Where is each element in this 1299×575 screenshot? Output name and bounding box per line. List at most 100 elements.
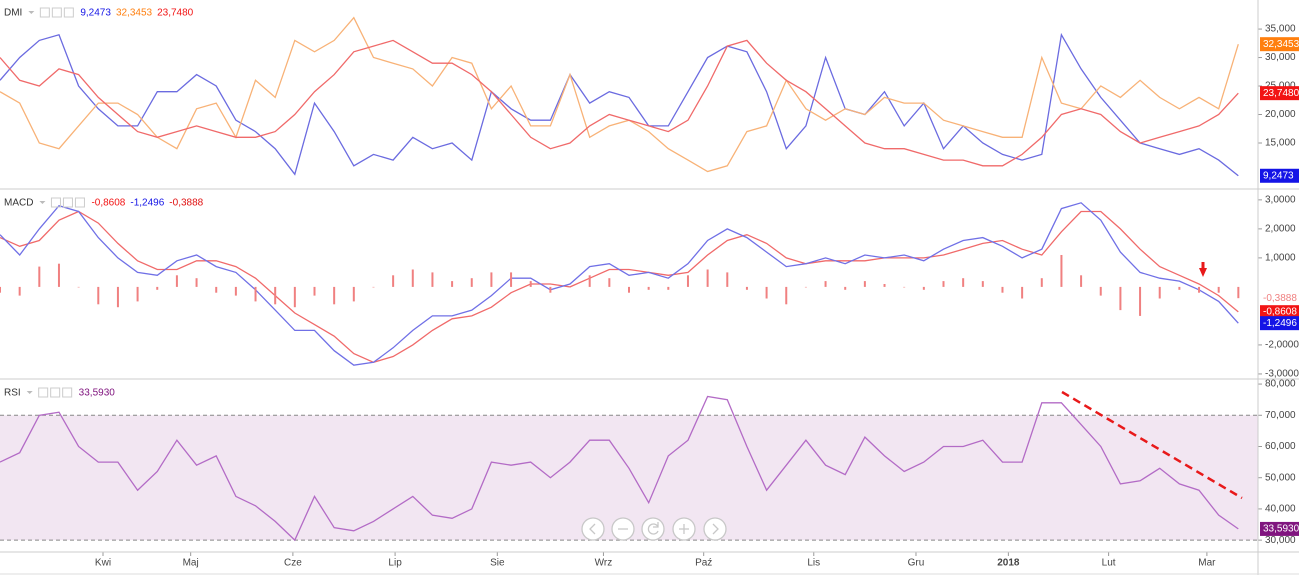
histogram-bar bbox=[1119, 286, 1122, 311]
histogram-bar bbox=[824, 281, 827, 287]
histogram-bar bbox=[57, 263, 60, 287]
histogram-bar bbox=[490, 272, 493, 287]
zoom-out[interactable] bbox=[611, 517, 635, 541]
legend-icon bbox=[62, 387, 73, 398]
legend-value: 33,5930 bbox=[79, 388, 116, 399]
legend-icon bbox=[39, 7, 50, 18]
histogram-bar bbox=[470, 278, 473, 287]
histogram-bar bbox=[804, 286, 807, 288]
histogram-bar bbox=[1139, 286, 1142, 316]
histogram-bar bbox=[451, 281, 454, 287]
histogram-bar bbox=[1021, 286, 1024, 299]
y-tick-label: 15,000 bbox=[1265, 138, 1296, 149]
histogram-bar bbox=[293, 286, 296, 308]
value-box-label: 9,2473 bbox=[1263, 170, 1294, 181]
legend-icon bbox=[50, 387, 61, 398]
histogram-bar bbox=[1040, 278, 1043, 287]
histogram-bar bbox=[844, 286, 847, 290]
histogram-bar bbox=[863, 281, 866, 287]
histogram-bar bbox=[1080, 275, 1083, 287]
x-tick-label: Maj bbox=[183, 558, 199, 569]
histogram-bar bbox=[981, 281, 984, 287]
zoom-in[interactable] bbox=[672, 517, 696, 541]
x-tick-label: Paź bbox=[695, 558, 712, 569]
legend-icon bbox=[62, 197, 73, 208]
histogram-bar bbox=[195, 278, 198, 287]
histogram-bar bbox=[156, 286, 159, 290]
histogram-bar bbox=[686, 275, 689, 287]
histogram-bar bbox=[1001, 286, 1004, 293]
scroll-left[interactable] bbox=[581, 517, 605, 541]
legend-value: -1,2496 bbox=[130, 198, 164, 209]
histogram-bar bbox=[726, 272, 729, 287]
histogram-bar bbox=[608, 278, 611, 287]
reset[interactable] bbox=[641, 517, 665, 541]
histogram-bar bbox=[116, 286, 119, 308]
histogram-bar bbox=[1178, 286, 1181, 290]
legend-icon bbox=[74, 197, 85, 208]
legend-value: 9,2473 bbox=[80, 8, 111, 19]
histogram-bar bbox=[1217, 286, 1220, 293]
histogram-bar bbox=[529, 281, 532, 287]
line bbox=[0, 16, 1239, 173]
x-tick-label: Mar bbox=[1198, 558, 1216, 569]
histogram-bar bbox=[588, 275, 591, 287]
y-tick-label: 30,000 bbox=[1265, 52, 1296, 63]
histogram-bar bbox=[1237, 286, 1240, 299]
y-tick-label: 80,000 bbox=[1265, 379, 1296, 390]
x-tick-label: Lut bbox=[1102, 558, 1116, 569]
nav-buttons bbox=[581, 517, 727, 541]
value-box bbox=[1260, 86, 1299, 101]
value-box-label: 33,5930 bbox=[1263, 524, 1299, 535]
histogram-bar bbox=[549, 286, 552, 293]
histogram-bar bbox=[274, 286, 277, 305]
value-box-label: 23,7480 bbox=[1263, 88, 1299, 99]
value-box bbox=[1260, 291, 1299, 306]
histogram-bar bbox=[136, 286, 139, 302]
annotations bbox=[1061, 262, 1243, 500]
legend-icon bbox=[38, 387, 49, 398]
x-tick-label: Lip bbox=[388, 558, 402, 569]
legend-caret bbox=[26, 391, 33, 394]
histogram-bar bbox=[785, 286, 788, 305]
x-tick-label: Wrz bbox=[595, 558, 613, 569]
y-tick-label: 1,0000 bbox=[1265, 253, 1296, 264]
x-tick-label: Gru bbox=[908, 558, 925, 569]
histogram-bar bbox=[922, 286, 925, 290]
legend-icon bbox=[50, 197, 61, 208]
histogram-bar bbox=[1099, 286, 1102, 296]
x-tick-label: Sie bbox=[490, 558, 505, 569]
y-tick-label: 2,0000 bbox=[1265, 224, 1296, 235]
line bbox=[0, 39, 1239, 167]
value-box bbox=[1260, 37, 1299, 52]
legend-icon bbox=[63, 7, 74, 18]
histogram-bar bbox=[333, 286, 336, 305]
histogram-bar bbox=[215, 286, 218, 293]
histogram-bar bbox=[392, 275, 395, 287]
histogram-bar bbox=[1060, 254, 1063, 287]
legend-value: 23,7480 bbox=[157, 8, 194, 19]
line bbox=[0, 32, 1239, 177]
legend-icon bbox=[51, 7, 62, 18]
histogram-bar bbox=[77, 286, 80, 288]
scroll-right[interactable] bbox=[703, 517, 727, 541]
histogram-bar bbox=[0, 286, 1, 293]
y-tick-label: -2,0000 bbox=[1265, 340, 1299, 351]
histogram-bar bbox=[372, 286, 375, 288]
histogram-bar bbox=[667, 286, 670, 290]
y-tick-label: 3,0000 bbox=[1265, 195, 1296, 206]
histogram-bar bbox=[175, 275, 178, 287]
histogram-bar bbox=[765, 286, 768, 299]
histogram-bar bbox=[38, 266, 41, 287]
value-box-label: -1,2496 bbox=[1263, 318, 1297, 329]
arrow bbox=[1199, 262, 1207, 277]
histogram-bar bbox=[883, 284, 886, 287]
value-box-label: 32,3453 bbox=[1263, 39, 1299, 50]
histogram-bar bbox=[18, 286, 21, 296]
histogram-bar bbox=[628, 286, 630, 293]
legend-title: DMI bbox=[4, 8, 22, 19]
x-tick-label: Lis bbox=[807, 558, 820, 569]
y-tick-label: 70,000 bbox=[1265, 410, 1296, 421]
y-tick-label: 35,000 bbox=[1265, 24, 1296, 35]
